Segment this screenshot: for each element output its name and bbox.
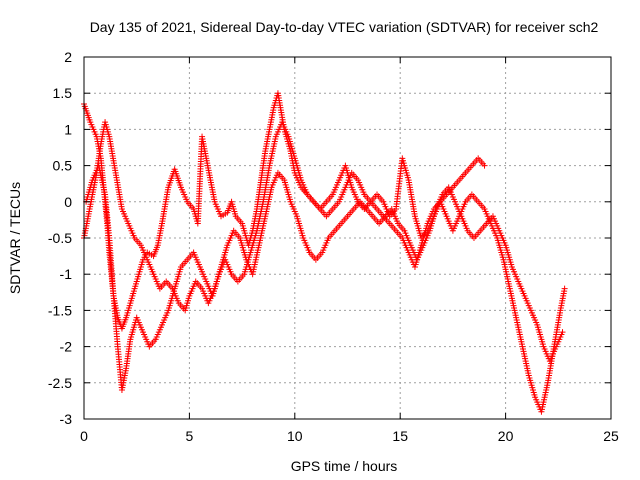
y-tick-label: -3 xyxy=(60,411,73,427)
x-tick-label: 5 xyxy=(186,428,194,444)
grid-lines xyxy=(84,57,611,419)
y-tick-label: 0 xyxy=(64,194,72,210)
x-tick-label: 10 xyxy=(287,428,303,444)
y-tick-label: 0.5 xyxy=(53,158,73,174)
x-tick-label: 20 xyxy=(498,428,514,444)
x-tick-label: 25 xyxy=(603,428,619,444)
plot-frame xyxy=(83,56,612,420)
x-tick-label: 15 xyxy=(392,428,408,444)
y-tick-label: 2 xyxy=(64,49,72,65)
data-point xyxy=(481,162,488,169)
data-point xyxy=(561,285,568,292)
y-tick-label: 1 xyxy=(64,121,72,137)
x-tick-label: 0 xyxy=(80,428,88,444)
axis-ticks: 0 5 10 15 20 25 -3 -2.5 -2 -1.5 -1 -0.5 0 0.5 1 1.5 2 xyxy=(48,49,619,444)
y-tick-label: -0.5 xyxy=(48,230,72,246)
chart-title: Day 135 of 2021, Sidereal Day-to-day VTE… xyxy=(90,19,599,35)
x-axis-label: GPS time / hours xyxy=(291,458,398,474)
y-tick-label: -2.5 xyxy=(48,375,72,391)
y-tick-label: -2 xyxy=(60,339,73,355)
y-axis-label: SDTVAR / TECUs xyxy=(7,182,23,294)
y-tick-label: -1 xyxy=(60,266,73,282)
series-track-3 xyxy=(83,119,568,415)
y-tick-label: -1.5 xyxy=(48,302,72,318)
series-track-2 xyxy=(81,119,566,365)
y-tick-label: 1.5 xyxy=(53,85,73,101)
data-point xyxy=(559,329,566,336)
data-markers xyxy=(81,90,568,415)
